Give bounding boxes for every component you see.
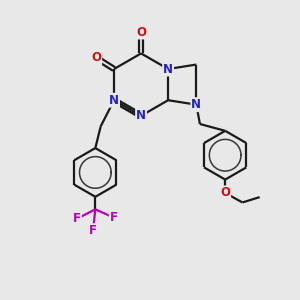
Text: F: F xyxy=(89,224,97,237)
Text: N: N xyxy=(109,94,119,107)
Text: N: N xyxy=(191,98,201,111)
Text: F: F xyxy=(110,211,118,224)
Text: O: O xyxy=(220,186,230,200)
Text: O: O xyxy=(136,26,146,38)
Text: O: O xyxy=(91,51,101,64)
Text: N: N xyxy=(163,62,173,76)
Text: N: N xyxy=(136,109,146,122)
Text: F: F xyxy=(73,212,81,225)
